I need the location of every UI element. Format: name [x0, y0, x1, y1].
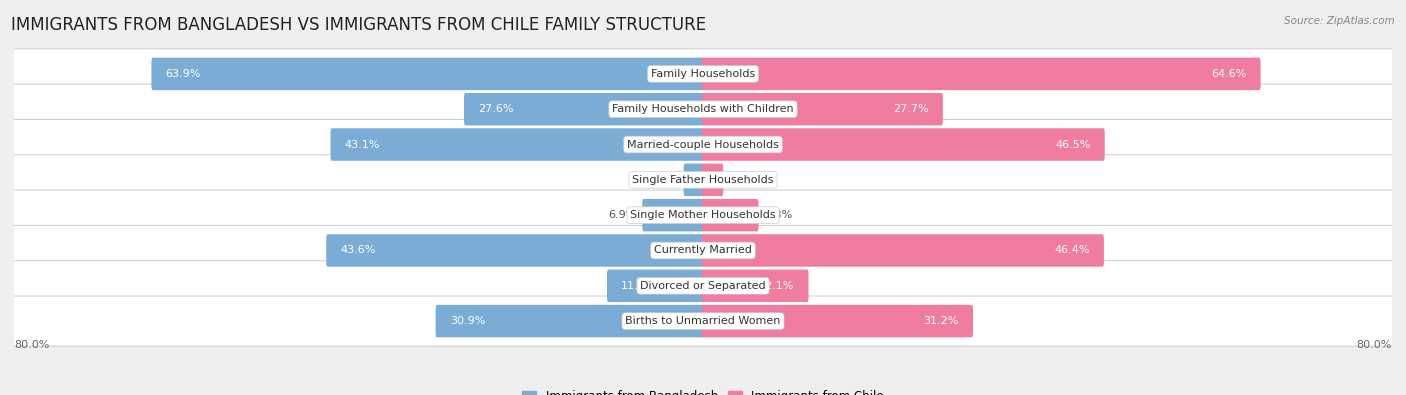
Text: Family Households: Family Households: [651, 69, 755, 79]
Text: 6.9%: 6.9%: [609, 210, 637, 220]
Text: Family Households with Children: Family Households with Children: [612, 104, 794, 114]
Text: 31.2%: 31.2%: [924, 316, 959, 326]
FancyBboxPatch shape: [11, 119, 1395, 169]
FancyBboxPatch shape: [464, 93, 704, 126]
Text: Single Mother Households: Single Mother Households: [630, 210, 776, 220]
Text: 46.5%: 46.5%: [1054, 139, 1091, 150]
Text: Single Father Households: Single Father Households: [633, 175, 773, 185]
FancyBboxPatch shape: [702, 269, 808, 302]
Text: 2.1%: 2.1%: [650, 175, 678, 185]
FancyBboxPatch shape: [11, 190, 1395, 240]
Text: Currently Married: Currently Married: [654, 245, 752, 256]
Text: 46.4%: 46.4%: [1054, 245, 1090, 256]
FancyBboxPatch shape: [607, 269, 704, 302]
FancyBboxPatch shape: [702, 128, 1105, 161]
FancyBboxPatch shape: [702, 234, 1104, 267]
Text: 27.6%: 27.6%: [478, 104, 513, 114]
Text: Births to Unmarried Women: Births to Unmarried Women: [626, 316, 780, 326]
FancyBboxPatch shape: [683, 164, 704, 196]
FancyBboxPatch shape: [702, 164, 723, 196]
FancyBboxPatch shape: [436, 305, 704, 337]
Text: 2.2%: 2.2%: [728, 175, 758, 185]
FancyBboxPatch shape: [11, 49, 1395, 99]
Text: 30.9%: 30.9%: [450, 316, 485, 326]
Text: 11.0%: 11.0%: [621, 281, 657, 291]
Text: 6.3%: 6.3%: [763, 210, 793, 220]
FancyBboxPatch shape: [11, 296, 1395, 346]
FancyBboxPatch shape: [152, 58, 704, 90]
Text: Source: ZipAtlas.com: Source: ZipAtlas.com: [1284, 16, 1395, 26]
FancyBboxPatch shape: [643, 199, 704, 231]
Text: 43.1%: 43.1%: [344, 139, 380, 150]
FancyBboxPatch shape: [11, 226, 1395, 276]
FancyBboxPatch shape: [330, 128, 704, 161]
Text: 27.7%: 27.7%: [893, 104, 928, 114]
Text: Married-couple Households: Married-couple Households: [627, 139, 779, 150]
FancyBboxPatch shape: [702, 93, 943, 126]
FancyBboxPatch shape: [702, 58, 1261, 90]
Text: 80.0%: 80.0%: [14, 340, 49, 350]
FancyBboxPatch shape: [326, 234, 704, 267]
Text: 64.6%: 64.6%: [1211, 69, 1246, 79]
Text: Divorced or Separated: Divorced or Separated: [640, 281, 766, 291]
Legend: Immigrants from Bangladesh, Immigrants from Chile: Immigrants from Bangladesh, Immigrants f…: [517, 385, 889, 395]
Text: 43.6%: 43.6%: [340, 245, 375, 256]
FancyBboxPatch shape: [11, 84, 1395, 134]
FancyBboxPatch shape: [702, 305, 973, 337]
Text: 12.1%: 12.1%: [759, 281, 794, 291]
FancyBboxPatch shape: [702, 199, 759, 231]
FancyBboxPatch shape: [11, 261, 1395, 311]
Text: 80.0%: 80.0%: [1357, 340, 1392, 350]
Text: IMMIGRANTS FROM BANGLADESH VS IMMIGRANTS FROM CHILE FAMILY STRUCTURE: IMMIGRANTS FROM BANGLADESH VS IMMIGRANTS…: [11, 16, 706, 34]
Text: 63.9%: 63.9%: [166, 69, 201, 79]
FancyBboxPatch shape: [11, 155, 1395, 205]
